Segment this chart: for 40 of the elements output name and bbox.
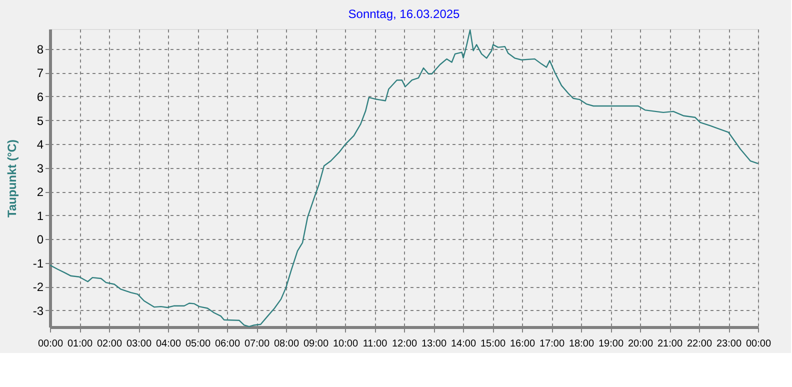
- y-tick-label: 2: [36, 185, 44, 200]
- x-tick-label: 16:00: [510, 338, 536, 350]
- x-tick-label: 08:00: [274, 338, 300, 350]
- x-tick-label: 17:00: [539, 338, 565, 350]
- x-tick-label: 19:00: [598, 338, 624, 350]
- x-tick-label: 13:00: [421, 338, 447, 350]
- y-tick-label: -2: [32, 280, 44, 294]
- x-tick-label: 21:00: [657, 338, 683, 350]
- x-tick-label: 14:00: [450, 338, 476, 350]
- x-tick-label: 15:00: [480, 338, 506, 350]
- x-tick-label: 00:00: [38, 338, 64, 350]
- x-tick-label: 12:00: [392, 338, 418, 350]
- x-tick-label: 02:00: [96, 338, 122, 350]
- x-tick-label: 18:00: [568, 338, 594, 350]
- y-tick-label: 1: [36, 208, 44, 223]
- y-tick-label: 5: [36, 114, 44, 128]
- x-tick-label: 06:00: [214, 338, 240, 350]
- x-tick-label: 04:00: [156, 338, 182, 350]
- x-tick-label: 22:00: [686, 338, 712, 350]
- chart-title: Sonntag, 16.03.2025: [348, 7, 460, 21]
- y-tick-label: -3: [32, 304, 44, 318]
- y-tick-label: 0: [36, 232, 44, 247]
- x-tick-label: 23:00: [716, 338, 742, 350]
- y-tick-label: 3: [36, 161, 44, 176]
- x-tick-label: 09:00: [303, 338, 329, 350]
- y-tick-label: 4: [36, 138, 44, 152]
- line-series: [50, 29, 758, 327]
- x-tick-label: 05:00: [185, 338, 211, 350]
- x-tick-label: 03:00: [126, 338, 152, 350]
- x-tick-label: 07:00: [244, 338, 270, 350]
- x-tick-label: 10:00: [332, 338, 358, 350]
- y-axis-title: Taupunkt (°C): [4, 140, 19, 218]
- x-tick-label: 20:00: [628, 338, 654, 350]
- y-tick-label: 8: [36, 42, 44, 56]
- x-tick-label: 01:00: [67, 338, 93, 350]
- x-tick-label: 00:00: [746, 338, 772, 350]
- x-tick-label: 11:00: [362, 338, 388, 350]
- y-tick-label: 6: [36, 90, 44, 104]
- y-tick-label: -1: [32, 256, 44, 270]
- y-tick-label: 7: [36, 66, 44, 80]
